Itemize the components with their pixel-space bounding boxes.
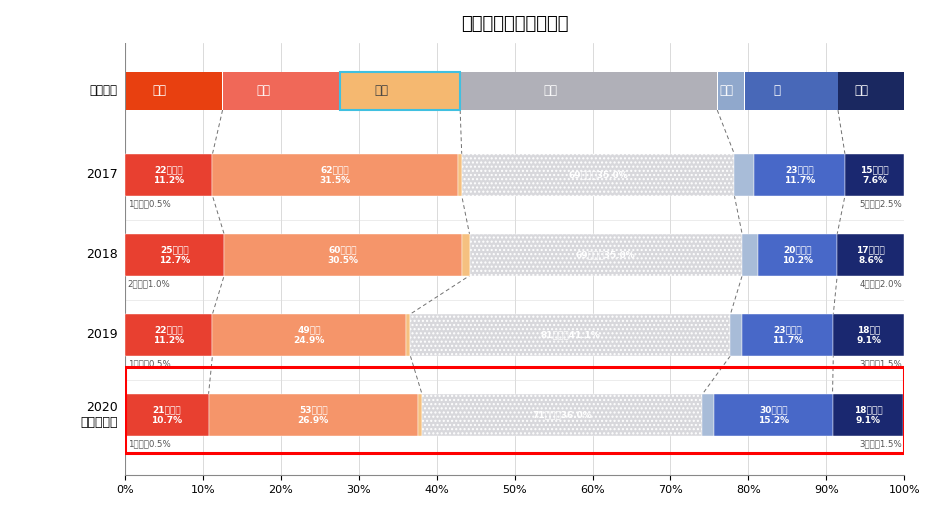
Text: 20分野、
10.2%: 20分野、 10.2% <box>782 245 813 265</box>
Bar <box>125 72 223 110</box>
Text: 30分野、
15.2%: 30分野、 15.2% <box>757 405 789 424</box>
Bar <box>209 394 418 436</box>
Text: 69分野、35.0%: 69分野、35.0% <box>568 171 628 179</box>
Text: 雨: 雨 <box>773 84 781 97</box>
Bar <box>407 314 410 356</box>
Text: 3分野、1.5%: 3分野、1.5% <box>859 359 902 368</box>
Bar <box>839 72 904 110</box>
Bar <box>125 394 209 436</box>
Bar <box>422 394 702 436</box>
Text: 62分野、
31.5%: 62分野、 31.5% <box>320 165 351 185</box>
Bar <box>757 234 837 276</box>
Bar <box>702 394 714 436</box>
Text: 1分野、0.5%: 1分野、0.5% <box>127 199 170 208</box>
Text: 2019: 2019 <box>86 329 118 342</box>
Bar <box>754 154 845 196</box>
Bar <box>212 154 458 196</box>
Text: 2017: 2017 <box>86 168 118 181</box>
Bar <box>462 234 469 276</box>
Bar <box>461 72 717 110</box>
Bar <box>742 314 833 356</box>
Bar <box>730 314 742 356</box>
Bar <box>462 154 734 196</box>
Text: 2018: 2018 <box>86 249 118 262</box>
Bar <box>734 154 754 196</box>
Text: 晴れ: 晴れ <box>256 84 270 97</box>
Bar <box>742 234 757 276</box>
Bar <box>410 314 730 356</box>
Bar <box>339 72 460 110</box>
Text: 5分野、2.5%: 5分野、2.5% <box>859 199 902 208</box>
Bar <box>125 367 904 453</box>
Text: 小雨: 小雨 <box>720 84 734 97</box>
Text: 71分野、36.0%: 71分野、36.0% <box>532 410 592 419</box>
Text: 2分野、1.0%: 2分野、1.0% <box>127 279 170 288</box>
Text: 15分野、
7.6%: 15分野、 7.6% <box>860 165 889 185</box>
Text: 2020
（見通し）: 2020 （見通し） <box>79 401 118 429</box>
Bar <box>714 394 832 436</box>
Bar <box>223 72 339 110</box>
Text: 17分野、
8.6%: 17分野、 8.6% <box>856 245 885 265</box>
Title: 天気別の業界・分野数: 天気別の業界・分野数 <box>461 15 568 33</box>
Text: 23分野、
11.7%: 23分野、 11.7% <box>784 165 815 185</box>
Text: 49分野
24.9%: 49分野 24.9% <box>294 325 325 345</box>
Text: 53分野、
26.9%: 53分野、 26.9% <box>297 405 329 424</box>
Text: 21分野、
10.7%: 21分野、 10.7% <box>151 405 182 424</box>
Text: 曇り: 曇り <box>543 84 557 97</box>
Text: 18分野
9.1%: 18分野 9.1% <box>856 325 882 345</box>
Bar <box>832 394 903 436</box>
Bar <box>224 234 462 276</box>
Text: 69分野、35.0%: 69分野、35.0% <box>576 251 636 259</box>
Text: （年度）: （年度） <box>90 84 118 97</box>
Bar <box>125 234 224 276</box>
Text: 1分野、0.5%: 1分野、0.5% <box>127 359 170 368</box>
Text: 薄日: 薄日 <box>375 84 389 97</box>
Bar <box>125 154 212 196</box>
Bar <box>745 72 838 110</box>
Bar <box>458 154 462 196</box>
Bar <box>125 314 212 356</box>
Bar <box>845 154 904 196</box>
Bar <box>837 234 904 276</box>
Bar <box>469 234 742 276</box>
Text: 22分野、
11.2%: 22分野、 11.2% <box>153 325 184 345</box>
Bar <box>718 72 744 110</box>
Text: 81分野、41.1%: 81分野、41.1% <box>540 330 600 340</box>
Text: 23分野、
11.7%: 23分野、 11.7% <box>772 325 803 345</box>
Text: 4分野、2.0%: 4分野、2.0% <box>859 279 902 288</box>
Text: 25分野、
12.7%: 25分野、 12.7% <box>159 245 191 265</box>
Bar <box>339 72 460 110</box>
Text: 3分野、1.5%: 3分野、1.5% <box>859 439 902 448</box>
Text: 60分野、
30.5%: 60分野、 30.5% <box>327 245 358 265</box>
Bar <box>212 314 407 356</box>
Text: 18分野、
9.1%: 18分野、 9.1% <box>854 405 883 424</box>
Text: 22分野、
11.2%: 22分野、 11.2% <box>153 165 184 185</box>
Bar <box>418 394 422 436</box>
Text: 雷雨: 雷雨 <box>855 84 869 97</box>
Text: 快晴: 快晴 <box>152 84 166 97</box>
Text: 1分野、0.5%: 1分野、0.5% <box>127 439 170 448</box>
Bar <box>833 314 904 356</box>
